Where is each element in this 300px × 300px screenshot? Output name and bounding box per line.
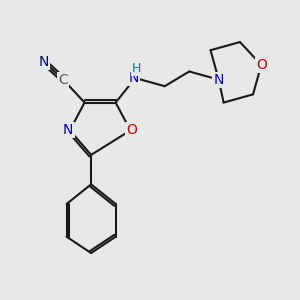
Text: C: C [58,73,68,87]
Text: H: H [132,62,142,75]
Text: N: N [128,71,139,85]
Text: N: N [214,73,224,87]
Text: O: O [127,123,137,137]
Text: N: N [38,55,49,69]
Text: N: N [63,123,74,137]
Text: O: O [256,58,267,72]
